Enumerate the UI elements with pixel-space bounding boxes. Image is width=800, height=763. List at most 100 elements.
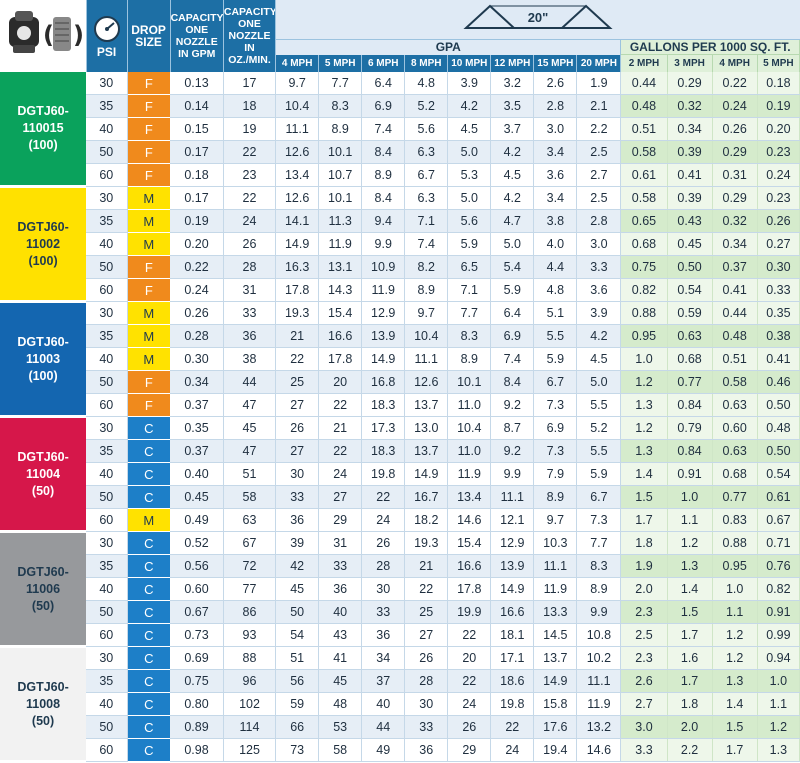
- gpa-cell: 22: [361, 485, 406, 509]
- gpa-cell: 14.6: [576, 738, 622, 762]
- gpa-cell: 6.4: [490, 301, 535, 325]
- gpa-cell: 50: [275, 600, 320, 624]
- g1000-cell: 1.4: [712, 692, 758, 716]
- capacity-oz-cell: 23: [223, 163, 277, 187]
- capacity-oz-header: CAPACITY ONE NOZZLE IN OZ./MIN.: [223, 0, 277, 72]
- g1000-cell: 0.41: [667, 163, 713, 187]
- gpa-cell: 3.8: [533, 209, 578, 233]
- nozzle-label-cell: DGTJ60- 11004 (50): [0, 416, 87, 533]
- g1000-cell: 0.29: [712, 140, 758, 164]
- g1000-cell: 0.37: [712, 255, 758, 279]
- gpa-cell: 7.3: [533, 439, 578, 463]
- gpa-cell: 4.4: [533, 255, 578, 279]
- gpa-cell: 16.6: [447, 554, 492, 578]
- gpa-cell: 48: [318, 692, 363, 716]
- gpa-cell: 11.0: [447, 393, 492, 417]
- gpa-cell: 2.5: [576, 186, 622, 210]
- capacity-gpm-cell: 0.56: [170, 554, 224, 578]
- drop-size-cell: C: [127, 623, 171, 647]
- gpa-cell: 4.8: [404, 72, 449, 95]
- gpa-cell: 2.8: [576, 209, 622, 233]
- g1000-cell: 0.59: [667, 301, 713, 325]
- table-row: 50 F 0.17 22 12.6 10.1 8.4 6.3 5.0 4.2 3.4 2.5 0.58 0…: [0, 140, 800, 164]
- psi-cell: 40: [86, 577, 128, 601]
- gpa-cell: 10.3: [533, 531, 578, 555]
- drop-size-cell: F: [127, 393, 171, 417]
- capacity-oz-cell: 86: [223, 600, 277, 624]
- capacity-oz-cell: 33: [223, 301, 277, 325]
- gpa-cell: 10.8: [576, 623, 622, 647]
- drop-size-cell: F: [127, 72, 171, 95]
- g1000-cell: 1.3: [620, 439, 668, 463]
- g1000-cell: 0.46: [757, 370, 800, 394]
- table-row: DGTJ60- 11003 (100) 30 M 0.26 33 19.3 15.4 12.9 9.…: [0, 301, 800, 418]
- gpa-cell: 14.5: [533, 623, 578, 647]
- gpa-cell: 2.1: [576, 94, 622, 118]
- capacity-gpm-cell: 0.30: [170, 347, 224, 371]
- g1000-cell: 0.77: [712, 485, 758, 509]
- capacity-oz-cell: 22: [223, 186, 277, 210]
- gpa-cell: 6.3: [404, 186, 449, 210]
- gpa-cell: 4.2: [490, 140, 535, 164]
- capacity-gpm-cell: 0.37: [170, 439, 224, 463]
- drop-size-cell: M: [127, 324, 171, 348]
- gpa-cell: 10.2: [576, 646, 622, 670]
- g1000-cell: 2.2: [667, 738, 713, 762]
- gpa-cell: 13.2: [576, 715, 622, 739]
- nozzle-name-line2: 11003: [26, 351, 61, 366]
- gpa-cell: 54: [275, 623, 320, 647]
- gpa-cell: 3.7: [490, 117, 535, 141]
- g1000-cell: 0.31: [712, 163, 758, 187]
- gpa-cell: 10.4: [275, 94, 320, 118]
- gpa-cell: 21: [404, 554, 449, 578]
- psi-cell: 35: [86, 324, 128, 348]
- svg-text:): ): [73, 21, 83, 49]
- g1000-cell: 2.3: [620, 600, 668, 624]
- gpa-cell: 5.1: [533, 301, 578, 325]
- gpa-speed-header: 12 MPH: [490, 54, 535, 72]
- g1000-cell: 0.50: [757, 393, 800, 417]
- gpa-cell: 27: [404, 623, 449, 647]
- psi-cell: 35: [86, 554, 128, 578]
- capacity-gpm-cell: 0.20: [170, 232, 224, 256]
- capacity-oz-cell: 24: [223, 209, 277, 233]
- drop-size-cell: M: [127, 508, 171, 532]
- gpa-cell: 3.6: [576, 278, 622, 302]
- g1000-cell: 0.26: [712, 117, 758, 141]
- capacity-gpm-cell: 0.52: [170, 531, 224, 555]
- gpa-cell: 10.4: [404, 324, 449, 348]
- g1000-cell: 0.51: [620, 117, 668, 141]
- g1000-cell: 0.19: [757, 94, 800, 118]
- gallons-per-1000-header: GALLONS PER 1000 SQ. FT.: [620, 39, 800, 55]
- capacity-oz-cell: 96: [223, 669, 277, 693]
- gpa-cell: 3.9: [576, 301, 622, 325]
- gpa-cell: 7.1: [447, 278, 492, 302]
- gpa-cell: 12.9: [361, 301, 406, 325]
- g1000-cell: 0.60: [712, 416, 758, 440]
- gpa-cell: 8.3: [318, 94, 363, 118]
- gpa-cell: 11.9: [361, 278, 406, 302]
- g1000-speed-header: 4 MPH: [712, 54, 758, 72]
- gpa-cell: 14.9: [490, 577, 535, 601]
- g1000-cell: 0.39: [667, 140, 713, 164]
- psi-cell: 40: [86, 232, 128, 256]
- psi-label: PSI: [96, 45, 117, 59]
- capacity-gpm-cell: 0.14: [170, 94, 224, 118]
- table-row: 50 C 0.45 58 33 27 22 16.7 13.4 11.1 8.9 6.7 1.5 1.0 0…: [0, 485, 800, 509]
- table-row: 35 M 0.19 24 14.1 11.3 9.4 7.1 5.6 4.7 3.8 2.8 0.65 0…: [0, 209, 800, 233]
- gpa-cell: 18.3: [361, 393, 406, 417]
- gpa-cell: 7.3: [576, 508, 622, 532]
- gpa-cell: 36: [404, 738, 449, 762]
- gpa-cell: 22: [404, 577, 449, 601]
- psi-cell: 30: [86, 416, 128, 440]
- g1000-cell: 1.7: [712, 738, 758, 762]
- gpa-cell: 5.5: [576, 393, 622, 417]
- g1000-cell: 1.1: [667, 508, 713, 532]
- g1000-cell: 0.48: [712, 324, 758, 348]
- g1000-cell: 1.2: [667, 531, 713, 555]
- gpa-cell: 26: [361, 531, 406, 555]
- g1000-cell: 0.88: [620, 301, 668, 325]
- g1000-cell: 1.2: [757, 715, 800, 739]
- table-row: 40 M 0.30 38 22 17.8 14.9 11.1 8.9 7.4 5.9 4.5 1.0 0.…: [0, 347, 800, 371]
- gpa-cell: 21: [275, 324, 320, 348]
